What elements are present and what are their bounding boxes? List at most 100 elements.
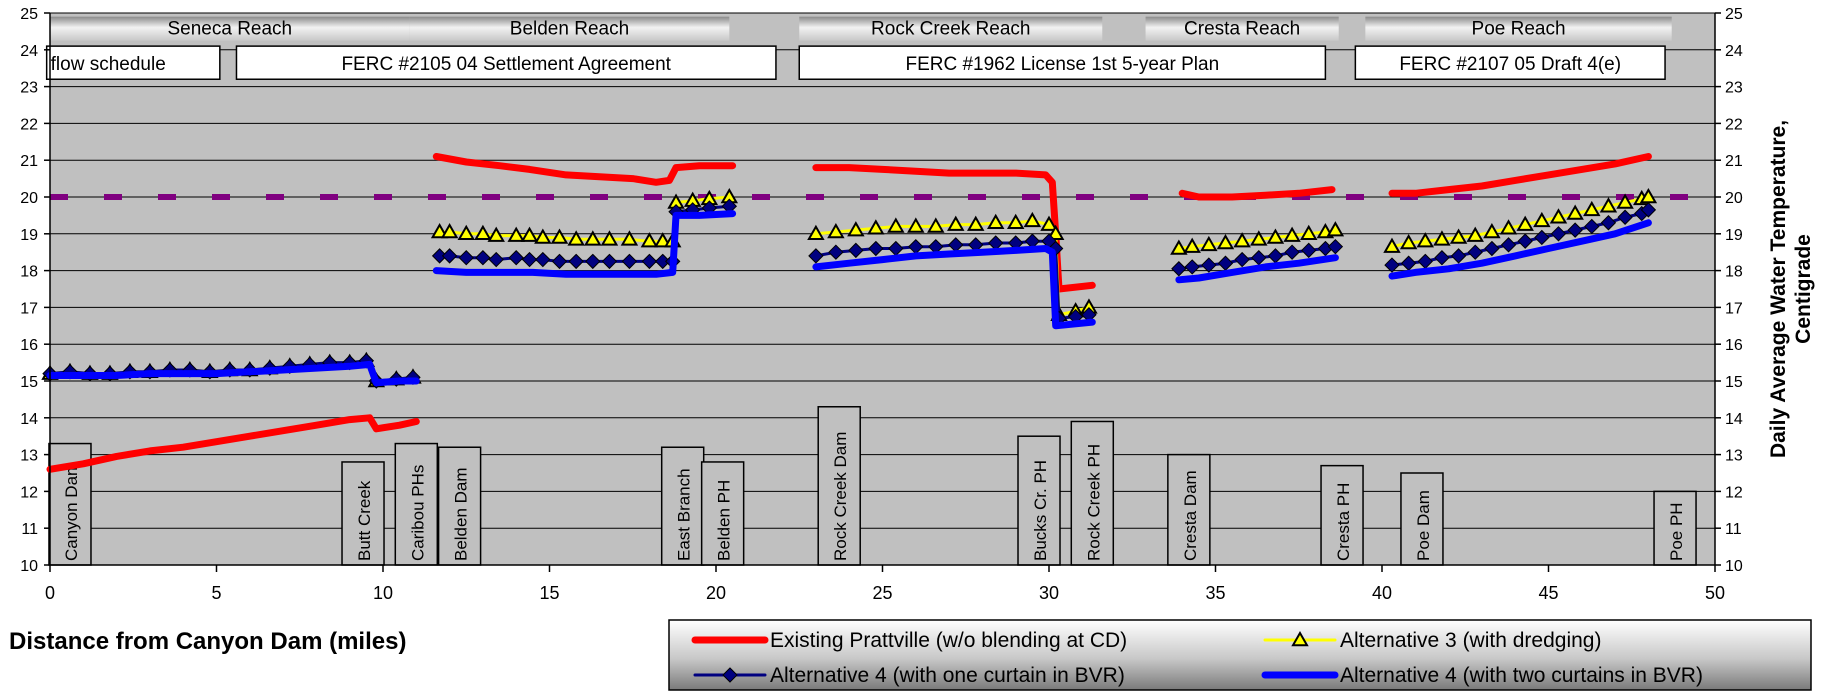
- series-1-point-4-4: [1449, 228, 1468, 244]
- reach-band-belden-reach: [409, 16, 730, 41]
- y-tick-label-left-18: 18: [20, 264, 38, 281]
- series-1-point-4-12: [1583, 200, 1601, 217]
- series-3-line-4: [1388, 219, 1652, 280]
- reach-band-rock-creek-reach: [799, 16, 1103, 41]
- series-2-point-2-3: [868, 240, 884, 257]
- series-2-point-1-13: [641, 253, 658, 270]
- series-3-line-2: [812, 245, 1096, 330]
- series-1-point-2-7: [947, 215, 965, 231]
- series-2-point-3-1: [1184, 259, 1200, 275]
- series-1-point-2-1: [827, 222, 845, 239]
- series-2-point-3-8: [1301, 242, 1317, 259]
- series-2-point-4-16: [1640, 202, 1657, 218]
- y-tick-label-right-23: 23: [1725, 80, 1743, 97]
- series-2-point-4-12: [1584, 218, 1600, 235]
- landmark-label-rock-creek-ph: Rock Creek PH: [1084, 444, 1103, 561]
- series-1-point-3-1: [1183, 237, 1201, 253]
- series-1-point-2-10: [1006, 213, 1025, 230]
- y-tick-label-left-16: 16: [20, 337, 38, 354]
- series-2-point-1-11: [601, 253, 618, 270]
- y-title-line-1: Daily Average Water Temperature,: [1767, 120, 1790, 458]
- x-tick-label-50: 50: [1705, 583, 1725, 603]
- series-1-point-3-0: [1170, 239, 1188, 255]
- series-1-point-1-7: [534, 228, 552, 244]
- series-existing-prattville-w-o-blending-at-cd: [46, 153, 1652, 473]
- y-tick-label-right-24: 24: [1725, 43, 1743, 60]
- y-tick-label-right-16: 16: [1725, 337, 1743, 354]
- x-tick-label-40: 40: [1372, 583, 1392, 603]
- legend: Existing Prattville (w/o blending at CD)…: [668, 619, 1812, 691]
- y-tick-label-left-17: 17: [20, 300, 38, 317]
- legend-box: [668, 619, 1812, 691]
- landmark-label-bucks-cr-ph: Bucks Cr. PH: [1031, 460, 1050, 561]
- series-0-line-4: [1388, 153, 1652, 197]
- y-tick-label-left-11: 11: [21, 521, 38, 538]
- landmark-box-bucks-cr-ph: [1017, 435, 1061, 566]
- series-2-point-3-10: [1327, 238, 1344, 255]
- series-1-point-4-2: [1416, 232, 1435, 248]
- series-1-point-1-2: [457, 224, 475, 241]
- landmark-box-cresta-dam: [1167, 453, 1211, 566]
- series-1-point-1-10: [584, 230, 602, 246]
- series-2-point-3-7: [1284, 244, 1300, 260]
- landmark-label-poe-ph: Poe PH: [1667, 502, 1686, 561]
- series-2-point-1-1: [441, 248, 458, 264]
- series-1-point-1-5: [507, 226, 525, 242]
- legend-label-3: Alternative 4 (with two curtains in BVR): [1340, 664, 1703, 687]
- y-tick-label-left-23: 23: [20, 80, 38, 97]
- x-tick-label-30: 30: [1039, 583, 1059, 603]
- series-2-point-2-2: [848, 242, 864, 259]
- reach-band-cresta-reach: [1145, 16, 1339, 41]
- series-2-point-1-10: [585, 253, 601, 270]
- series-2-point-1-6: [521, 251, 538, 268]
- y-tick-label-right-12: 12: [1725, 484, 1743, 501]
- landmark-label-cresta-dam: Cresta Dam: [1181, 470, 1200, 561]
- series-2-point-4-4: [1450, 248, 1467, 264]
- series-2-point-1-3: [475, 250, 491, 266]
- series-2-point-4-8: [1517, 233, 1533, 249]
- reach-label-belden-reach: Belden Reach: [510, 19, 629, 40]
- y-tick-label-right-20: 20: [1725, 190, 1743, 207]
- series-3-line-3: [1175, 254, 1339, 284]
- x-tick-label-35: 35: [1205, 583, 1225, 603]
- series-2-point-1-2: [458, 250, 474, 266]
- y-title-line-2: Centigrade: [1792, 234, 1815, 344]
- x-tick-label-0: 0: [45, 583, 55, 603]
- series-0-line-3: [1178, 186, 1336, 201]
- series-1-point-1-1: [440, 222, 459, 239]
- series-2-point-4-14: [1617, 209, 1633, 225]
- y-tick-label-left-12: 12: [20, 484, 38, 501]
- series-2-point-2-0: [808, 248, 824, 264]
- legend-label-1: Alternative 3 (with dredging): [1340, 629, 1601, 652]
- series-2-point-1-5: [508, 250, 524, 266]
- legend-marker-2: [722, 667, 738, 683]
- series-2-point-1-9: [568, 253, 584, 270]
- series-layer: [41, 153, 1658, 473]
- y-tick-label-left-10: 10: [20, 558, 38, 575]
- legend-marker-1: [1291, 630, 1309, 647]
- series-1-point-2-0: [807, 224, 825, 241]
- landmark-box-butt-creek: [341, 461, 385, 566]
- series-1-point-2-2: [847, 221, 865, 237]
- x-tick-label-10: 10: [373, 583, 393, 603]
- series-1-point-4-3: [1433, 230, 1451, 246]
- reach-bands: Seneca Reach Belden Reach Rock Creek Reach…: [45, 16, 1672, 80]
- series-1-point-4-13: [1599, 197, 1618, 213]
- landmark-label-caribou-phs: Caribou PHs: [408, 465, 427, 561]
- y-tick-label-left-24: 24: [20, 43, 38, 60]
- y-tick-label-right-11: 11: [1725, 521, 1742, 538]
- landmark-box-caribou-phs: [394, 442, 439, 566]
- series-1-point-1-0: [430, 222, 449, 239]
- landmark-box-cresta-ph: [1320, 464, 1364, 566]
- series-1-point-3-4: [1233, 232, 1251, 248]
- landmark-label-belden-ph: Belden PH: [715, 480, 734, 561]
- series-1-point-1-8: [550, 228, 569, 244]
- series-1-point-1-11: [600, 230, 619, 246]
- y-tick-label-left-22: 22: [20, 116, 38, 133]
- series-1-point-4-10: [1549, 208, 1568, 224]
- series-1-point-2-4: [887, 217, 905, 233]
- series-1-point-2-12: [1040, 215, 1058, 231]
- series-2-point-1-4: [488, 251, 504, 268]
- schedule-box-ferc-2105-04-settlement-agreement: [235, 45, 777, 80]
- landmark-box-rock-creek-ph: [1070, 420, 1115, 566]
